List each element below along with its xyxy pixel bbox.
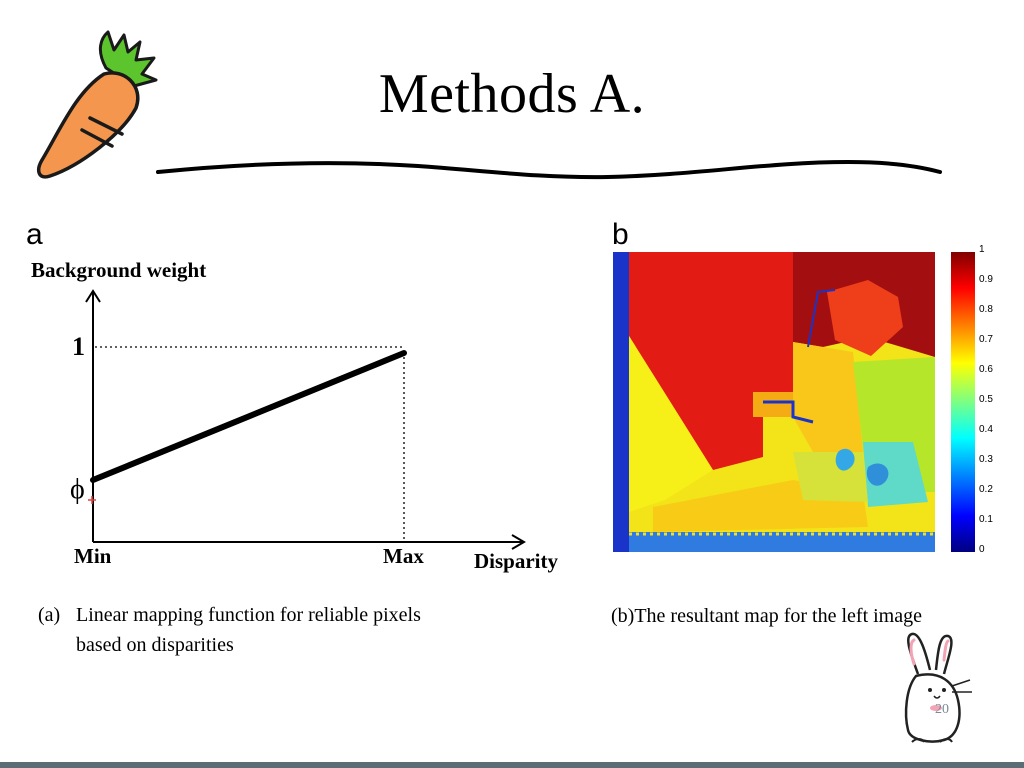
page-number: 20 [935, 702, 949, 717]
bunny-icon [904, 632, 972, 743]
colorbar-label-0.7: 0.7 [979, 334, 993, 345]
panel-b-letter: b [612, 218, 629, 251]
colorbar-label-0.9: 0.9 [979, 274, 993, 285]
colorbar-label-1: 1 [979, 244, 985, 255]
caption-a-line-1: Linear mapping function for reliable pix… [76, 604, 421, 626]
x-tick-max: Max [383, 544, 424, 568]
caption-a-marker: (a) [38, 604, 61, 626]
slide-bottom-bar [0, 762, 1024, 768]
slide-title: Methods A. [378, 63, 646, 125]
colorbar-label-0.6: 0.6 [979, 364, 993, 375]
resultant-disparity-map [613, 252, 935, 552]
title-underline [156, 159, 942, 180]
y-axis [85, 289, 101, 542]
x-axis-label: Disparity [474, 549, 558, 573]
colorbar-label-0.2: 0.2 [979, 484, 993, 495]
phi-tick-mark [88, 496, 96, 504]
x-axis [93, 534, 526, 550]
y-tick-phi: ϕ [70, 474, 85, 505]
colorbar [951, 252, 975, 552]
mapping-line [90, 350, 407, 483]
y-tick-1: 1 [72, 332, 85, 361]
colorbar-labels: 1 0.9 0.8 0.7 0.6 0.5 0.4 0.3 0.2 0.1 0 [979, 244, 1019, 564]
colorbar-label-0.8: 0.8 [979, 304, 993, 315]
colorbar-label-0.1: 0.1 [979, 514, 993, 525]
colorbar-label-0.3: 0.3 [979, 454, 993, 465]
caption-b: (b)The resultant map for the left image [611, 605, 922, 627]
caption-a: Linear mapping function for reliable pix… [76, 600, 576, 660]
mapping-function-plot [85, 289, 526, 550]
carrot-icon [36, 30, 158, 179]
x-tick-min: Min [74, 544, 112, 568]
panel-a-letter: a [26, 218, 43, 251]
colorbar-label-0.4: 0.4 [979, 424, 993, 435]
colorbar-label-0: 0 [979, 544, 985, 555]
colorbar-label-0.5: 0.5 [979, 394, 993, 405]
caption-a-line-2: based on disparities [76, 634, 234, 656]
y-axis-label: Background weight [31, 258, 207, 282]
